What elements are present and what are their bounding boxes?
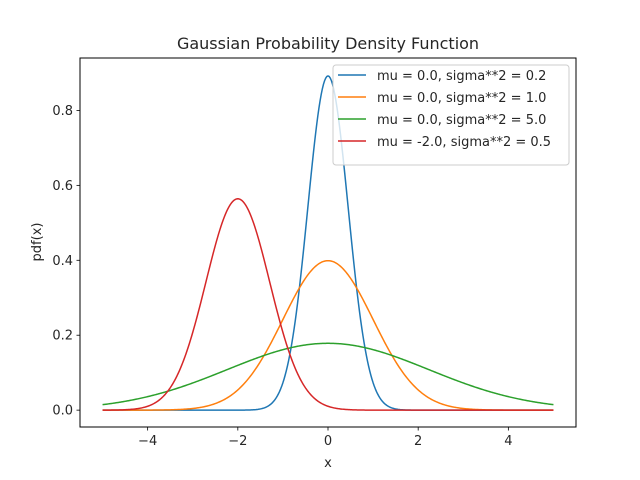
x-tick-label: −2	[228, 434, 247, 449]
series-line-4	[102, 198, 554, 411]
y-axis-label: pdf(x)	[30, 223, 45, 262]
y-tick-label: 0.6	[52, 179, 73, 194]
chart-title: Gaussian Probability Density Function	[177, 34, 479, 53]
y-tick-label: 0.8	[52, 104, 73, 119]
series-group	[102, 75, 554, 411]
legend-label-3: mu = 0.0, sigma**2 = 5.0	[377, 113, 546, 128]
legend-box	[332, 64, 570, 166]
legend-label-2: mu = 0.0, sigma**2 = 1.0	[377, 91, 546, 106]
x-tick-label: 2	[414, 434, 422, 449]
series-line-3	[102, 342, 554, 406]
y-tick-label: 0.0	[52, 404, 73, 419]
y-tick-label: 0.2	[52, 329, 73, 344]
legend-label-4: mu = -2.0, sigma**2 = 0.5	[377, 135, 551, 150]
y-tick-label: 0.4	[52, 254, 73, 269]
y-axis: 0.0 0.2 0.4 0.6 0.8	[52, 104, 80, 419]
x-axis-label: x	[324, 456, 332, 471]
x-tick-label: −4	[138, 434, 157, 449]
x-tick-label: 0	[324, 434, 332, 449]
x-tick-label: 4	[504, 434, 512, 449]
x-axis: −4 −2 0 2 4	[138, 427, 513, 449]
legend-label-1: mu = 0.0, sigma**2 = 0.2	[377, 69, 546, 84]
legend: mu = 0.0, sigma**2 = 0.2 mu = 0.0, sigma*…	[332, 64, 570, 166]
